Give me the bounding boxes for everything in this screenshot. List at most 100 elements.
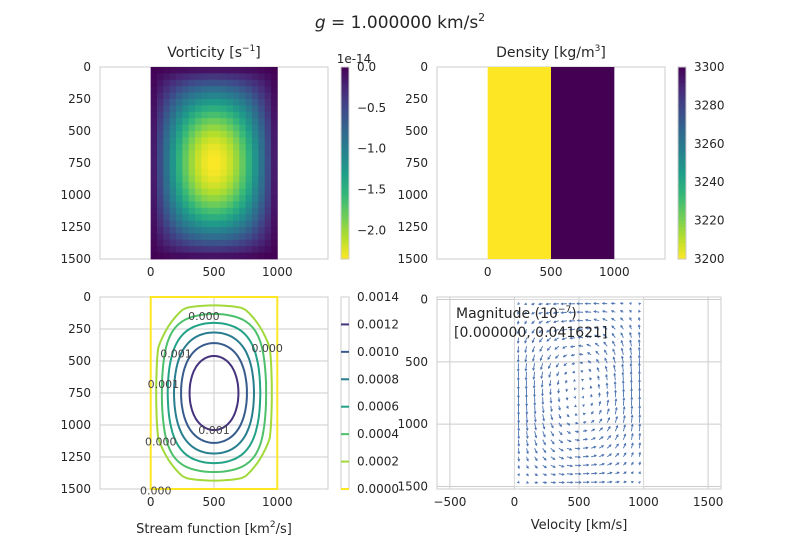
vorticity-cell <box>201 99 209 106</box>
vorticity-cell <box>176 169 183 177</box>
velocity-arrow-head <box>516 359 520 363</box>
vorticity-cell <box>264 143 272 151</box>
velocity-arrow-head <box>531 311 535 315</box>
vorticity-cell <box>258 137 266 145</box>
vorticity-cell <box>182 73 190 81</box>
vorticity-cell <box>207 246 215 253</box>
vorticity-colorbar-segment <box>341 147 349 151</box>
vorticity-y-tick-label: 750 <box>68 156 91 170</box>
vorticity-cell <box>226 201 234 209</box>
vorticity-cell <box>233 227 240 234</box>
velocity-arrow-head <box>563 363 567 367</box>
vorticity-cell <box>188 156 196 164</box>
vorticity-cell <box>201 150 209 157</box>
stream-colorbar-segment <box>341 316 349 320</box>
velocity-arrow-head <box>574 387 577 391</box>
vorticity-cell <box>169 175 177 183</box>
vorticity-cell <box>201 131 209 138</box>
velocity-arrow <box>525 363 528 371</box>
vorticity-cell <box>239 99 247 106</box>
velocity-arrow <box>542 439 546 445</box>
velocity-arrow-head <box>616 452 620 456</box>
vorticity-cell <box>220 214 228 221</box>
density-colorbar-segment <box>678 92 686 97</box>
vorticity-colorbar-segment <box>341 89 349 94</box>
vorticity-y-tick-label: 500 <box>68 124 91 138</box>
vorticity-cell <box>157 220 164 228</box>
vorticity-cell <box>214 182 221 189</box>
density-colorbar-segment <box>678 127 686 132</box>
vorticity-cell <box>252 137 259 145</box>
density-colorbar-segment <box>678 201 686 206</box>
stream-colorbar-segment <box>341 389 349 394</box>
vorticity-cell <box>182 207 190 215</box>
vorticity-cell <box>239 246 247 253</box>
velocity-arrow-head <box>607 408 610 412</box>
velocity-arrow-head <box>559 424 562 428</box>
vorticity-cell <box>271 169 278 177</box>
vorticity-cell <box>163 92 171 100</box>
velocity-arrow-head <box>516 321 520 325</box>
vorticity-cell <box>245 175 253 183</box>
velocity-arrow-head <box>598 400 602 404</box>
vorticity-cell <box>188 118 196 125</box>
velocity-arrow-head <box>526 480 530 484</box>
vorticity-cell <box>214 175 221 183</box>
vorticity-cell <box>195 246 202 253</box>
velocity-arrow-head <box>540 367 543 371</box>
velocity-arrow-head <box>533 411 537 415</box>
vorticity-cell <box>176 99 183 106</box>
vorticity-cell <box>176 124 183 132</box>
velocity-arrow-head <box>558 416 562 419</box>
vorticity-cell <box>239 118 247 125</box>
vorticity-cell <box>201 214 209 221</box>
velocity-arrow-head <box>545 302 549 306</box>
velocity-arrow-head <box>605 373 608 377</box>
velocity-arrow <box>611 333 616 339</box>
vorticity-cell <box>188 67 196 74</box>
vorticity-cell <box>176 67 183 74</box>
velocity-arrow-head <box>609 471 613 475</box>
density-colorbar-segment <box>678 243 686 247</box>
vorticity-cell <box>264 99 272 106</box>
velocity-arrow-head <box>623 452 627 456</box>
density-colorbar-tick-label: 3280 <box>694 98 725 112</box>
vorticity-cell <box>169 233 177 241</box>
vorticity-y-tick-label: 0 <box>83 60 91 74</box>
vorticity-cell <box>220 207 228 215</box>
vorticity-cell <box>169 207 177 215</box>
vorticity-cell <box>157 195 164 202</box>
vorticity-cell <box>201 246 209 253</box>
velocity-arrow-head <box>592 437 596 440</box>
velocity-arrow-head <box>604 357 608 361</box>
vorticity-y-tick-label: 1000 <box>60 188 91 202</box>
stream-colorbar-segment <box>341 421 349 426</box>
vorticity-cell <box>233 137 240 145</box>
density-colorbar-segment <box>678 124 686 129</box>
vorticity-cell <box>245 79 253 87</box>
vorticity-cell <box>258 163 266 170</box>
velocity-arrow-head <box>629 331 632 335</box>
stream-contour-label: 0.001 <box>160 347 192 360</box>
stream-colorbar-segment <box>341 418 349 423</box>
vorticity-cell <box>163 111 171 119</box>
velocity-arrow-head <box>524 359 528 363</box>
velocity-arrow-head <box>593 310 597 314</box>
velocity-arrow-head <box>570 464 574 468</box>
vorticity-cell <box>163 195 171 202</box>
vorticity-colorbar-segment <box>341 140 349 145</box>
vorticity-cell <box>258 150 266 157</box>
velocity-arrow-head <box>578 480 582 484</box>
velocity-y-tick-label: 1500 <box>397 480 428 494</box>
velocity-arrow-head <box>630 405 634 409</box>
vorticity-cell <box>271 156 278 164</box>
vorticity-cell <box>220 99 228 106</box>
vorticity-cell <box>195 239 202 247</box>
density-colorbar-tick-label: 3240 <box>694 175 725 189</box>
velocity-arrow-head <box>593 302 597 305</box>
velocity-arrow <box>566 473 573 475</box>
vorticity-cell <box>245 131 253 138</box>
vorticity-cell <box>163 105 171 113</box>
stream-colorbar-segment <box>341 469 349 474</box>
vorticity-colorbar-segment <box>341 163 349 167</box>
